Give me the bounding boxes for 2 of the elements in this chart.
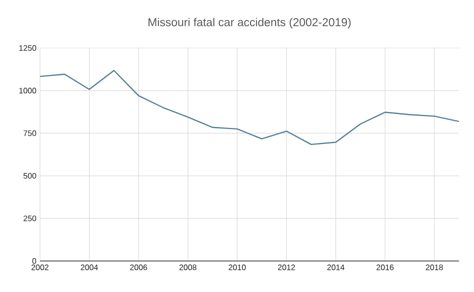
line-series — [40, 70, 460, 146]
chart-title: Missouri fatal car accidents (2002-2019) — [148, 18, 351, 29]
